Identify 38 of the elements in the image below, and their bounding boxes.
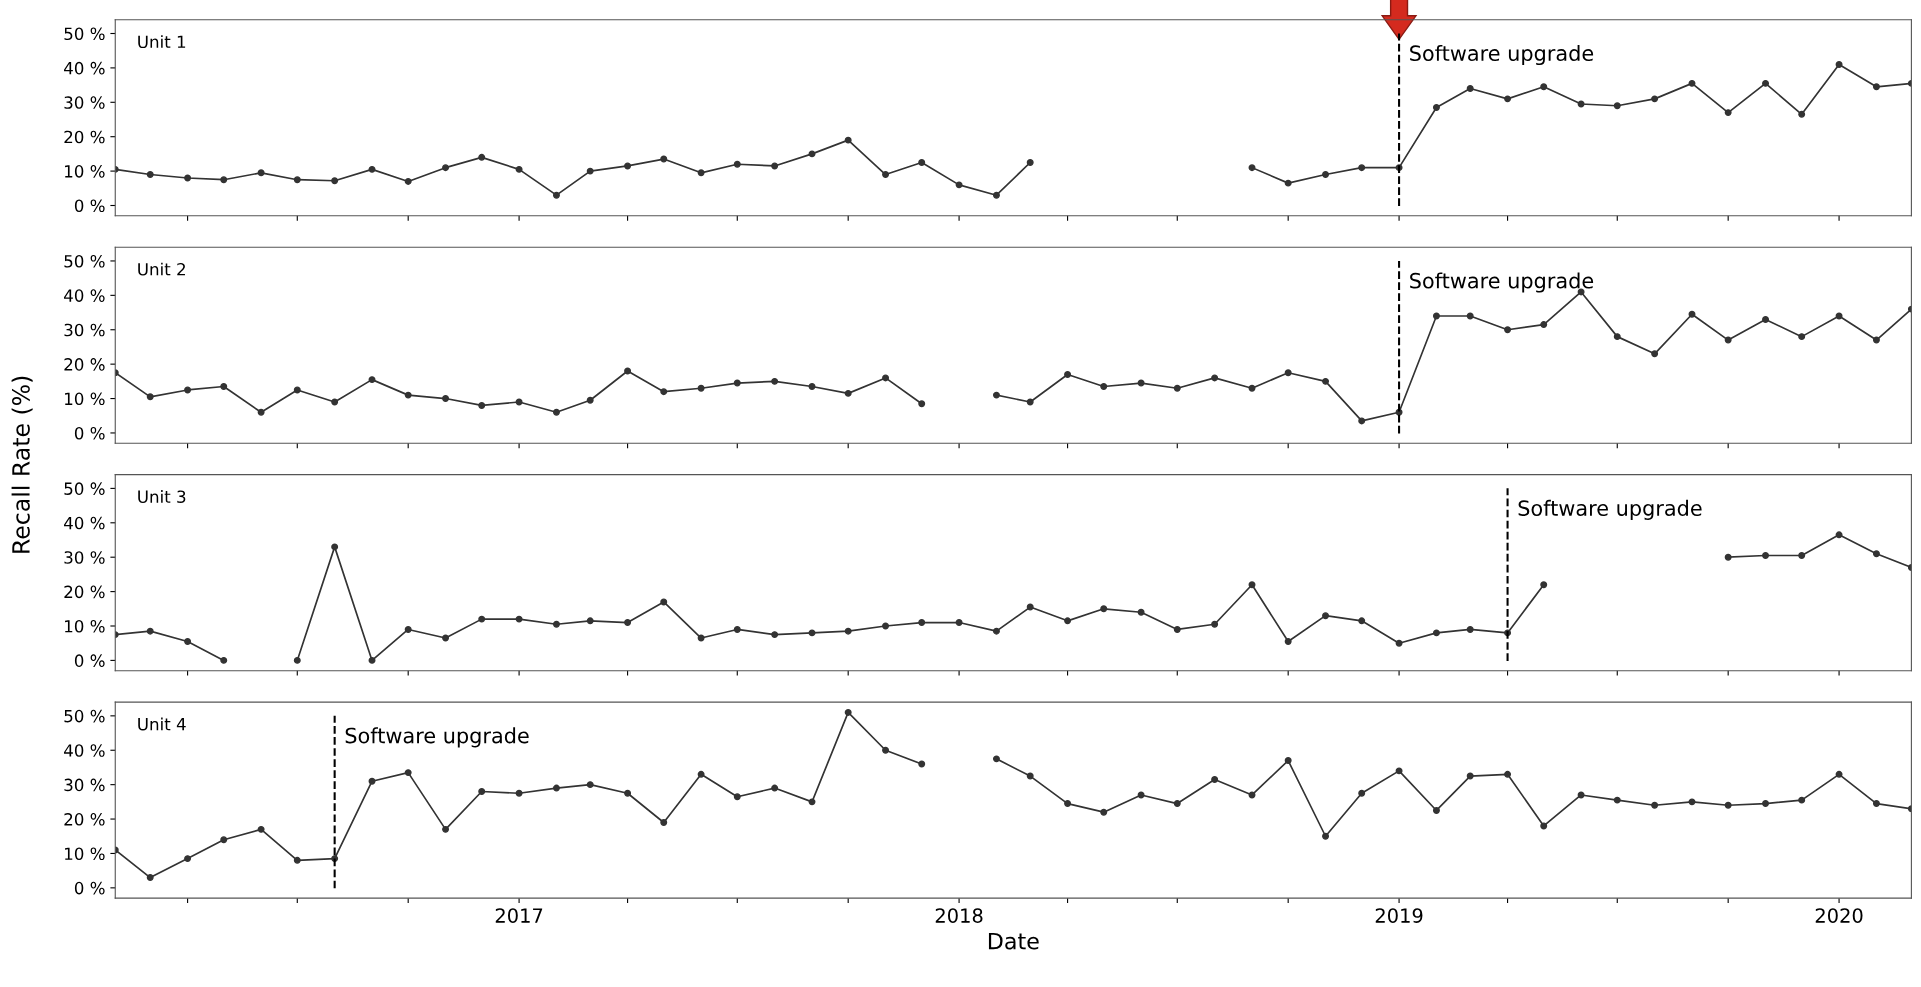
x-tick-label: 2017: [495, 908, 543, 923]
y-tick-label: 0 %: [74, 199, 105, 213]
y-tick-label: 10 %: [65, 392, 105, 406]
y-tick-label: 30 %: [64, 323, 105, 337]
x-axis-title: Date: [988, 932, 1039, 950]
text: Unit 1: [138, 35, 186, 49]
y-tick-label: 0 %: [74, 654, 105, 667]
y-tick-label: 50 %: [64, 27, 105, 41]
y-axis-title: Recall Rate (%): [11, 376, 33, 553]
y-tick-label: 10 %: [65, 847, 105, 861]
y-tick-label: 20 %: [64, 130, 105, 144]
y-tick-label: 10 %: [65, 165, 105, 178]
y-tick-label: 30 %: [64, 551, 105, 564]
y-tick-label: 20 %: [64, 585, 105, 599]
y-tick-label: 50 %: [64, 482, 105, 495]
y-tick-label: 40 %: [64, 516, 105, 530]
text: Unit 4: [138, 717, 186, 731]
y-tick-label: 40 %: [64, 289, 105, 302]
y-tick-label: 0 %: [74, 426, 105, 440]
y-tick-label: 20 %: [64, 358, 105, 371]
ref-line-label: Software upgrade: [1410, 272, 1594, 293]
text: Unit 2: [138, 262, 185, 276]
y-tick-label: 30 %: [64, 778, 105, 792]
ref-line-label: Software upgrade: [1410, 44, 1594, 66]
y-tick-label: 30 %: [64, 96, 105, 109]
y-tick-label: 10 %: [65, 619, 105, 633]
x-tick-label: 2020: [1815, 908, 1863, 923]
y-tick-label: 20 %: [64, 813, 105, 826]
y-tick-label: 40 %: [64, 744, 105, 757]
ref-line-label: Software upgrade: [345, 727, 529, 748]
x-tick-label: 2018: [935, 908, 983, 923]
y-tick-label: 0 %: [74, 881, 105, 895]
y-tick-label: 40 %: [64, 61, 105, 75]
x-tick-label: 2019: [1375, 908, 1423, 923]
ref-line-label: Software upgrade: [1518, 499, 1702, 521]
y-tick-label: 50 %: [64, 254, 105, 268]
y-tick-label: 50 %: [64, 709, 105, 723]
text: Unit 3: [138, 490, 186, 504]
